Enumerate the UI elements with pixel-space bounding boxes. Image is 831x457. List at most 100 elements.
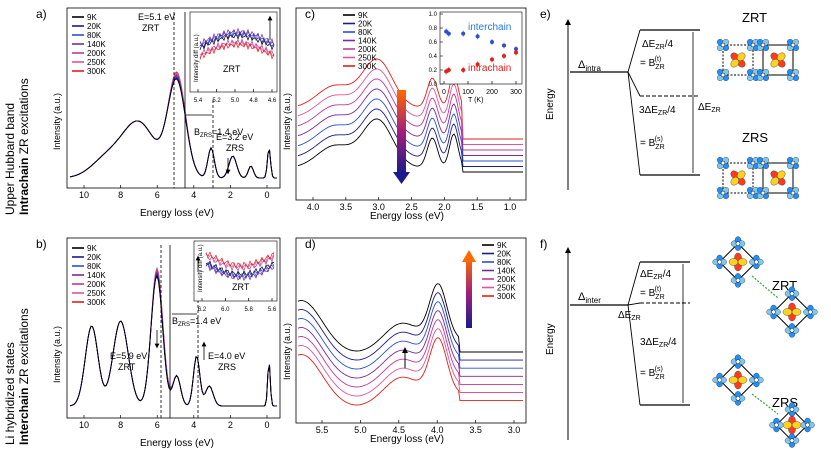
tick-label: 0.2 [429,68,438,74]
panel-c-label: c) [305,7,315,21]
legend-entry: 250K [497,284,516,293]
orbital-lobe [791,421,802,429]
panel-b-inset-ylabel: Intensity diff (a.u.) [198,244,204,292]
panel-c-temp-arrow [397,90,406,174]
spectrum-line [297,283,523,353]
svg-text:Upper Hubbard band: Upper Hubbard band [3,103,17,215]
panel-c-inset-yticks: 1.0 0.8 0.6 0.4 0.2 0.0 [429,12,443,88]
inset-line [199,27,275,47]
inset-line [199,41,275,60]
tick-label: 4.6 [268,98,277,104]
legend-entry: 300K [87,298,106,307]
panel-f-eq-s: = BZR(s) [640,366,665,381]
legend-entry: 20K [358,20,373,29]
plaquette [757,39,799,81]
inset-line [199,39,275,59]
tick-label: 5.0 [354,425,367,435]
tick-label: 0 [264,190,269,200]
spectrum-line [297,310,523,379]
panel-b-ann1: E=5.9 eV [110,351,147,361]
orbital-lobe [728,258,739,266]
panel-b-inset-label: ZRT [232,282,250,292]
panel-d: d) Intensity (a.u.) 5.5 5.0 4.5 4.0 3.5 3.0 E… [282,237,527,445]
svg-text:Interchain ZR excitations: Interchain ZR excitations [17,308,31,445]
panel-e-zrt: ZRT [742,10,767,25]
orbital-lobe [776,52,786,62]
panel-a-xlabel: Energy loss (eV) [140,208,214,219]
panel-a-ann1b: ZRT [142,23,160,33]
panel-c-frame [295,7,527,201]
legend-entry: 80K [87,31,102,40]
panel-f: f) Energy Δinter ΔEZR/4 = BZR(t) 3ΔEZR/4… [540,236,818,448]
tick-label: 10 [79,190,89,200]
legend-entry: 9K [87,13,97,22]
legend-entry: 140K [87,40,106,49]
orbital-lobe [736,52,746,62]
panel-e-energy: Energy [545,88,556,120]
legend-entry: 20K [87,253,102,262]
tick-label: 5.2 [212,98,221,104]
tick-label: 0.8 [429,26,438,32]
tick-label: 5.4 [194,98,203,104]
panel-b-curves [69,266,277,407]
orbital-lobe [782,421,793,429]
tick-label: 10 [79,420,89,430]
plaquette [769,402,815,448]
spectrum-line [297,319,523,388]
panel-f-delta: Δinter [578,291,601,305]
panel-a-frame [66,7,281,189]
panel-d-ylabel: Intensity (a.u.) [282,323,292,380]
panel-c-inset-points [444,28,518,75]
tick-label: 2 [228,190,233,200]
inset-line [206,264,275,282]
tick-label: 6.2 [198,307,207,313]
legend-entry: 300K [87,67,106,76]
legend-entry: 300K [497,292,516,301]
tick-label: 0.4 [429,54,438,60]
legend-entry: 200K [87,280,106,289]
orbital-lobe [737,258,748,266]
panel-a-ylabel: Intensity (a.u.) [52,93,62,150]
panel-f-eq-t: = BZR(t) [640,286,665,301]
legend-entry: 140K [497,267,516,276]
panel-d-xticks: 5.5 5.0 4.5 4.0 3.5 3.0 [316,420,520,435]
spectrum-line [297,118,523,173]
panel-f-3de: 3ΔEZR/4 [640,337,677,349]
legend-entry: 140K [358,37,377,46]
tick-label: 6 [155,190,160,200]
panel-c-temp-arrowhead [393,172,410,184]
panel-b-inset-curves [205,251,275,282]
plaquette [712,236,764,288]
panel-b-ylabel: Intensity (a.u.) [52,326,62,383]
panel-a-inset-label: ZRT [223,64,241,74]
tick-label: 4 [191,420,196,430]
legend-entry: 80K [87,262,102,271]
tick-label: 3.5 [340,202,353,212]
side-label-bottom: Li hybridized states Interchain ZR excit… [3,308,31,445]
svg-text:Intrachain ZR excitations: Intrachain ZR excitations [17,78,31,215]
panel-a: a) Intensity (a.u.) 10 8 6 4 2 0 Energy loss … [36,7,281,219]
legend-entry: 9K [497,241,507,250]
plaquette [757,157,799,199]
legend-entry: 250K [87,289,106,298]
spectrum-line [297,108,523,167]
tick-label: 0 [442,89,446,96]
panel-b-ann2b: ZRS [218,362,236,372]
tick-label: 0.6 [429,40,438,46]
tick-label: 2.5 [405,202,418,212]
legend-entry: 250K [358,54,377,63]
panel-b-bval: BZRS=1.4 eV [172,316,221,328]
orbital-lobe [736,170,746,180]
tick-label: 4.0 [307,202,320,212]
panel-b: b) Intensity (a.u.) 10 8 6 4 2 0 Energy loss … [36,237,281,449]
panel-f-energy: Energy [545,323,556,355]
panel-b-frame [66,237,281,419]
tick-label: 4.0 [431,425,444,435]
spectrum-line [69,274,277,407]
panel-b-xticks: 10 8 6 4 2 0 [79,415,270,430]
tick-label: 4.8 [249,98,258,104]
